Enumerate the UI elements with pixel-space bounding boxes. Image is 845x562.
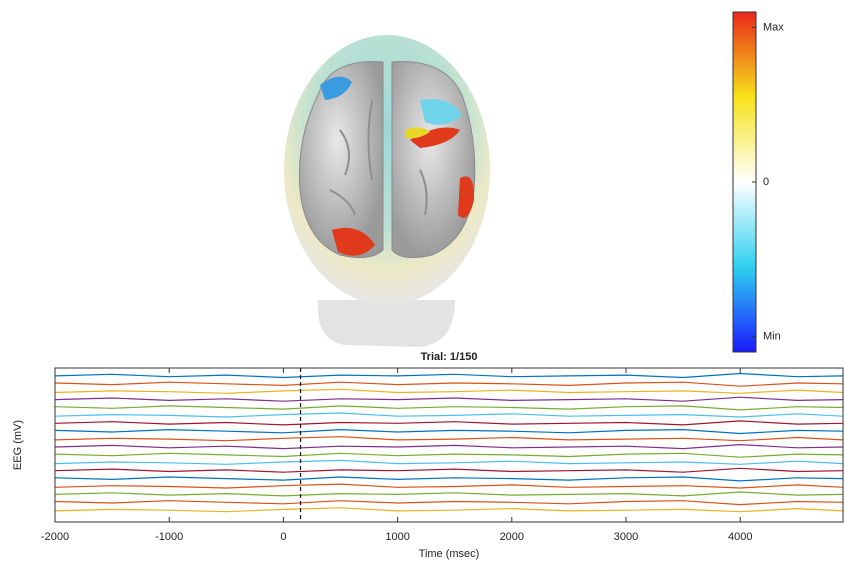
x-tick-label: 2000 [500, 531, 524, 543]
colorbar-tick-label: 0 [763, 176, 769, 188]
y-axis-label: EEG (mV) [12, 420, 24, 470]
x-axis-label: Time (msec) [419, 548, 480, 560]
x-tick-label: 0 [280, 531, 286, 543]
x-tick-label: 1000 [385, 531, 409, 543]
figure: Min 0 Max -2000 -1000 0 1000 2000 3000 4000 Trial:… [0, 0, 845, 562]
chart-title: Trial: 1/150 [421, 351, 478, 363]
x-tick-label: 3000 [614, 531, 638, 543]
colorbar-tick-label: Min [763, 330, 781, 342]
x-tick-label: 4000 [728, 531, 752, 543]
head-render [284, 35, 490, 347]
colorbar-tick-label: Max [763, 21, 784, 33]
x-tick-label: -1000 [155, 531, 183, 543]
x-tick-label: -2000 [41, 531, 69, 543]
